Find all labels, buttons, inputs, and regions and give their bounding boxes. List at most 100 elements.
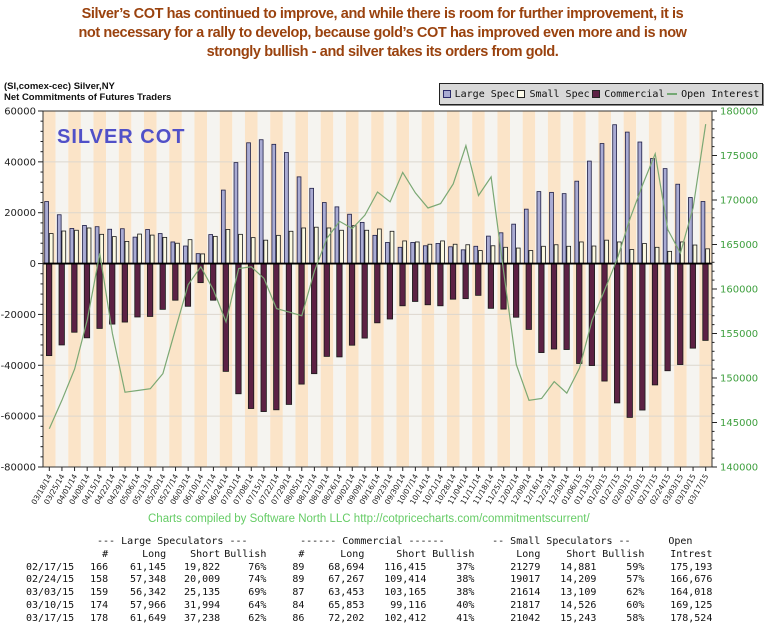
title-line-3: strongly bullish - and silver takes its … bbox=[206, 44, 559, 60]
table-group-header: -- Small Speculators -- bbox=[492, 536, 631, 547]
table-cell: 19,822 bbox=[184, 561, 221, 573]
title-line-2: not necessary for a rally to develop, be… bbox=[78, 25, 687, 41]
legend-label: Large Spec bbox=[454, 88, 515, 100]
table-group-header bbox=[24, 536, 76, 549]
svg-text:160000: 160000 bbox=[720, 285, 758, 296]
legend-label: Commercial bbox=[604, 88, 665, 100]
svg-text:40000: 40000 bbox=[4, 157, 36, 168]
table-cell: 64% bbox=[248, 599, 267, 611]
table-cell: 62% bbox=[248, 612, 267, 624]
table-cell: 174 bbox=[90, 599, 109, 611]
table-cell: 25,135 bbox=[184, 587, 221, 599]
svg-text:165000: 165000 bbox=[720, 240, 758, 251]
table-cell: 164,018 bbox=[670, 587, 713, 599]
table-cell: 102,412 bbox=[384, 612, 427, 624]
table-column-header: Intrest bbox=[670, 548, 713, 560]
table-group-header: ------ Commercial ------ bbox=[300, 536, 445, 547]
table-column-header: Bullish bbox=[224, 548, 267, 560]
commercial-swatch-icon bbox=[592, 90, 601, 98]
table-cell: 76% bbox=[248, 561, 267, 573]
legend-item-large-spec: Large Spec bbox=[442, 88, 515, 100]
svg-text:-60000: -60000 bbox=[1, 412, 36, 423]
table-row: 02/24/15 158 57,348 20,009 74% 89 67,267 109,41… bbox=[24, 574, 714, 587]
compiled-by-caption: Charts compiled by Software North LLC ht… bbox=[148, 513, 590, 525]
table-cell: 169,125 bbox=[670, 599, 713, 611]
svg-text:180000: 180000 bbox=[720, 107, 758, 118]
table-cell: 15,243 bbox=[560, 612, 597, 624]
large-spec-swatch-icon bbox=[442, 90, 451, 98]
table-row: 03/03/15 159 56,342 25,135 69% 87 63,453 103,16… bbox=[24, 587, 714, 600]
table-column-header: Bullish bbox=[602, 548, 645, 560]
svg-text:20000: 20000 bbox=[4, 208, 36, 219]
table-cell: 21817 bbox=[510, 599, 541, 611]
open-interest-swatch-icon bbox=[667, 93, 678, 95]
table-cell: 57,348 bbox=[130, 574, 167, 586]
table-cell: 41% bbox=[456, 612, 475, 624]
table-column-header: # bbox=[102, 548, 109, 560]
table-cell: 14,526 bbox=[560, 599, 597, 611]
table-cell: 20,009 bbox=[184, 574, 221, 586]
legend-label: Small Spec bbox=[529, 88, 590, 100]
chart-header: (SI,comex-cec) Silver,NY Net Commitments… bbox=[4, 81, 171, 103]
chart-legend: Large Spec Small Spec Commercial Open In… bbox=[439, 83, 763, 105]
table-cell: 40% bbox=[456, 599, 475, 611]
table-column-header: # bbox=[298, 548, 305, 560]
table-cell: 86 bbox=[292, 612, 305, 624]
table-cell: 02/24/15 bbox=[26, 574, 75, 586]
table-cell: 61,145 bbox=[130, 561, 167, 573]
cot-table-body: 02/17/15 166 61,145 19,822 76% 89 68,694 116,41… bbox=[24, 562, 714, 626]
table-cell: 62% bbox=[626, 587, 645, 599]
legend-label: Open Interest bbox=[681, 88, 760, 100]
table-cell: 56,342 bbox=[130, 587, 167, 599]
table-cell: 89 bbox=[292, 574, 305, 586]
instrument-label: (SI,comex-cec) Silver,NY bbox=[4, 81, 115, 92]
cot-chart-svg: -80000 -60000 -40000 -20000 0 20000 40000 60000… bbox=[1, 107, 759, 526]
cot-data-table: --- Large Speculators --- ------ Commerci… bbox=[24, 536, 714, 626]
table-row: 03/17/15 178 61,649 37,238 62% 86 72,202 102,41… bbox=[24, 613, 714, 626]
table-cell: 02/17/15 bbox=[26, 561, 75, 573]
table-cell: 68,694 bbox=[328, 561, 365, 573]
table-cell: 159 bbox=[90, 587, 109, 599]
table-column-header: Short bbox=[190, 548, 221, 560]
legend-item-commercial: Commercial bbox=[592, 89, 664, 100]
table-cell: 13,109 bbox=[560, 587, 597, 599]
table-cell: 158 bbox=[90, 574, 109, 586]
table-cell: 65,853 bbox=[328, 599, 365, 611]
table-cell: 58% bbox=[626, 612, 645, 624]
table-row: 03/10/15 174 57,966 31,994 64% 84 65,853 99,116… bbox=[24, 600, 714, 613]
table-cell: 63,453 bbox=[328, 587, 365, 599]
table-row: 02/17/15 166 61,145 19,822 76% 89 68,694 116,41… bbox=[24, 562, 714, 575]
table-cell: 109,414 bbox=[384, 574, 427, 586]
table-cell: 38% bbox=[456, 587, 475, 599]
table-cell: 57,966 bbox=[130, 599, 167, 611]
table-cell: 87 bbox=[292, 587, 305, 599]
table-column-header: Short bbox=[566, 548, 597, 560]
title-line-1: Silver’s COT has continued to improve, a… bbox=[81, 6, 684, 22]
table-cell: 37% bbox=[456, 561, 475, 573]
table-cell: 103,165 bbox=[384, 587, 427, 599]
table-cell: 84 bbox=[292, 599, 305, 611]
table-cell: 99,116 bbox=[390, 599, 427, 611]
svg-text:140000: 140000 bbox=[720, 463, 758, 474]
table-cell: 89 bbox=[292, 561, 305, 573]
table-cell: 178,524 bbox=[670, 612, 713, 624]
table-column-header: Bullish bbox=[432, 548, 475, 560]
table-column-header: Short bbox=[396, 548, 427, 560]
table-cell: 59% bbox=[626, 561, 645, 573]
table-cell: 175,193 bbox=[670, 561, 713, 573]
svg-text:145000: 145000 bbox=[720, 418, 758, 429]
svg-text:0: 0 bbox=[30, 259, 36, 270]
table-cell: 19017 bbox=[510, 574, 541, 586]
table-cell: 37,238 bbox=[184, 612, 221, 624]
table-cell: 74% bbox=[248, 574, 267, 586]
small-spec-swatch-icon bbox=[517, 90, 526, 98]
svg-text:-40000: -40000 bbox=[1, 361, 36, 372]
table-cell: 72,202 bbox=[328, 612, 365, 624]
svg-text:170000: 170000 bbox=[720, 196, 758, 207]
svg-text:-20000: -20000 bbox=[1, 310, 36, 321]
table-column-header: Long bbox=[340, 548, 365, 560]
table-cell: 166,676 bbox=[670, 574, 713, 586]
table-cell: 14,209 bbox=[560, 574, 597, 586]
table-cell: 178 bbox=[90, 612, 109, 624]
table-cell: 21279 bbox=[510, 561, 541, 573]
